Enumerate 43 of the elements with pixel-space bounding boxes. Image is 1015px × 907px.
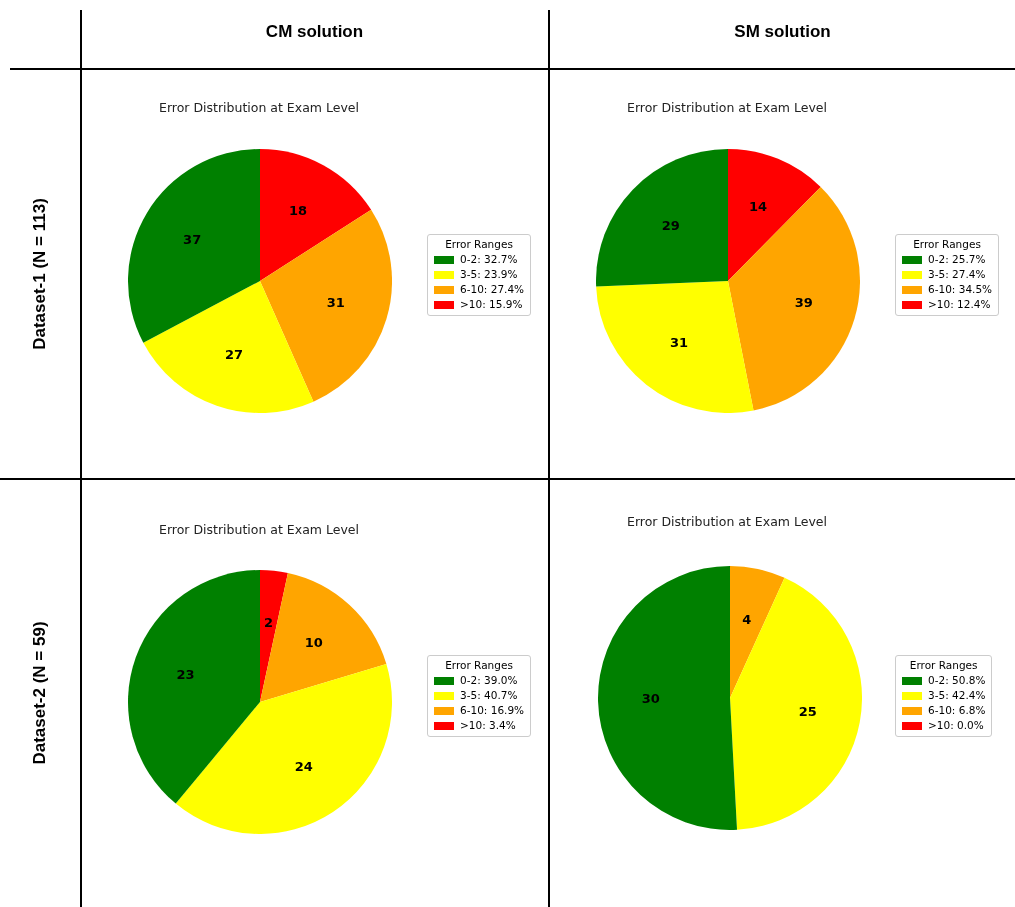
legend-label: 0-2: 25.7% bbox=[928, 252, 986, 267]
data-label: 31 bbox=[326, 295, 345, 311]
data-label: 30 bbox=[641, 691, 660, 707]
data-label: 10 bbox=[304, 635, 323, 651]
data-label: 18 bbox=[288, 202, 308, 218]
data-label: 31 bbox=[669, 334, 689, 350]
data-label: 39 bbox=[794, 295, 813, 311]
legend-title: Error Ranges bbox=[444, 659, 514, 671]
data-label: 23 bbox=[176, 666, 195, 682]
text: CM solution bbox=[264, 22, 365, 42]
legend-label: 0-2: 50.8% bbox=[928, 673, 986, 688]
legend-label: 6-10: 16.9% bbox=[460, 703, 525, 718]
legend-title: Error Ranges bbox=[912, 238, 982, 250]
legend-label: >10: 3.4% bbox=[460, 718, 516, 733]
data-label: 4 bbox=[742, 611, 752, 627]
legend-label: 3-5: 27.4% bbox=[928, 267, 986, 282]
data-label: 27 bbox=[225, 347, 244, 363]
data-label: 24 bbox=[294, 759, 313, 775]
chart-title: Error Distribution at Exam Level bbox=[626, 514, 828, 529]
data-label: 2 bbox=[263, 614, 273, 630]
legend-label: 3-5: 42.4% bbox=[928, 688, 986, 703]
legend-label: 6-10: 6.8% bbox=[928, 703, 986, 718]
text: SM solution bbox=[733, 22, 832, 42]
legend-label: >10: 12.4% bbox=[928, 297, 991, 312]
data-label: 14 bbox=[749, 199, 768, 215]
data-label: 25 bbox=[798, 704, 817, 720]
data-label: 29 bbox=[661, 217, 680, 233]
chart-title: Error Distribution at Exam Level bbox=[626, 100, 828, 115]
legend-label: 3-5: 23.9% bbox=[460, 267, 518, 282]
chart-title: Error Distribution at Exam Level bbox=[158, 100, 360, 115]
chart-title: Error Distribution at Exam Level bbox=[158, 522, 360, 537]
data-label: 37 bbox=[183, 231, 202, 247]
legend-label: >10: 0.0% bbox=[928, 718, 984, 733]
legend-label: 0-2: 39.0% bbox=[460, 673, 518, 688]
text: Dataset-2 (N = 59) bbox=[30, 621, 50, 765]
legend-title: Error Ranges bbox=[908, 659, 979, 671]
text: Dataset-1 (N = 113) bbox=[30, 197, 50, 350]
legend-label: 0-2: 32.7% bbox=[460, 252, 518, 267]
legend-label: 3-5: 40.7% bbox=[460, 688, 518, 703]
legend-label: 6-10: 27.4% bbox=[460, 282, 525, 297]
legend-label: >10: 15.9% bbox=[460, 297, 523, 312]
legend-title: Error Ranges bbox=[444, 238, 514, 250]
legend-label: 6-10: 34.5% bbox=[928, 282, 993, 297]
